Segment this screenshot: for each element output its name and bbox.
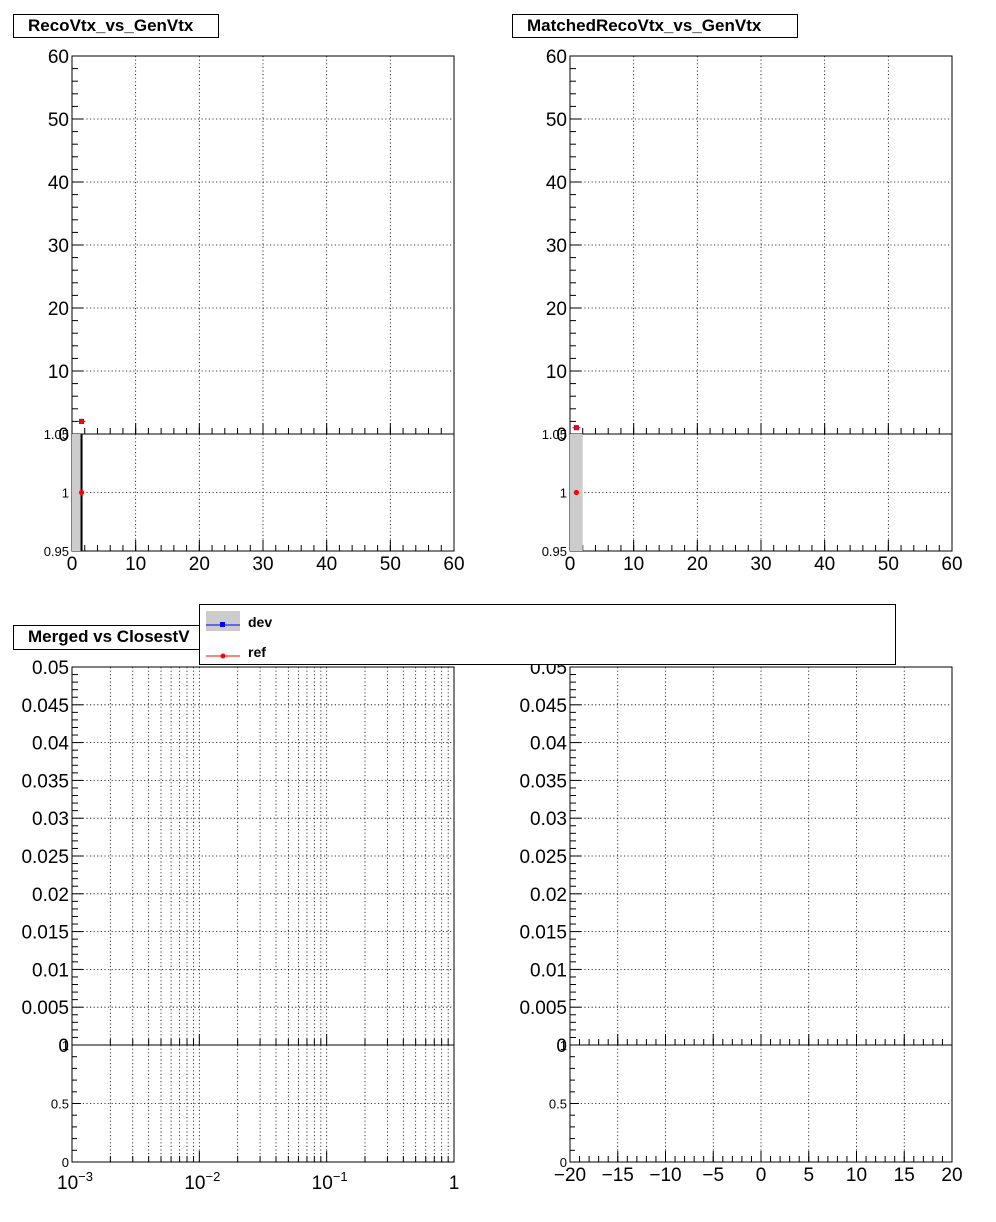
y-tick-label: 0 (556, 1036, 567, 1057)
y-tick-label: 0.02 (32, 885, 69, 906)
ratio-y-tick-label: 1 (560, 486, 567, 501)
y-tick-label: 60 (48, 47, 69, 68)
x-tick-label: 0 (756, 1165, 767, 1186)
legend: dev ref (199, 604, 896, 665)
x-tick-label: 10 (125, 554, 146, 575)
ratio-y-tick-label: 1 (62, 1038, 69, 1053)
y-tick-label: 20 (546, 299, 567, 320)
y-tick-label: 0.01 (32, 960, 69, 981)
y-tick-label: 0.05 (32, 658, 69, 679)
ratio-y-tick-label: 0 (560, 1155, 567, 1170)
y-tick-label: 0.005 (21, 998, 69, 1019)
y-tick-label: 0 (58, 425, 69, 446)
y-tick-label: 30 (546, 236, 567, 257)
x-tick-label: 40 (316, 554, 337, 575)
y-tick-label: 40 (546, 173, 567, 194)
y-tick-label: 30 (48, 236, 69, 257)
x-tick-label: −15 (602, 1165, 634, 1186)
y-tick-label: 0.045 (519, 696, 567, 717)
ratio-uncertainty-band (72, 434, 82, 551)
x-tick-label: 0 (67, 554, 78, 575)
y-tick-label: 10 (546, 362, 567, 383)
ratio-y-tick-label: 0.5 (51, 1097, 69, 1112)
plot-title-top-right: MatchedRecoVtx_vs_GenVtx (512, 14, 798, 38)
x-tick-label: 50 (878, 554, 899, 575)
y-tick-label: 0.04 (32, 734, 69, 755)
x-tick-label: 60 (443, 554, 464, 575)
plot-title-bottom-left: Merged vs ClosestV (13, 625, 213, 650)
y-tick-label: 60 (546, 47, 567, 68)
y-tick-label: 0 (58, 1036, 69, 1057)
x-tick-label: 10 (623, 554, 644, 575)
y-tick-label: 40 (48, 173, 69, 194)
y-tick-label: 50 (48, 110, 69, 131)
x-tick-label: 1 (449, 1173, 460, 1194)
x-tick-label: 40 (814, 554, 835, 575)
y-tick-label: 0.045 (21, 696, 69, 717)
x-tick-label: 60 (941, 554, 962, 575)
x-tick-label: 30 (252, 554, 273, 575)
x-tick-label: 10 (846, 1165, 867, 1186)
data-point-ref (573, 425, 579, 431)
x-tick-label: −5 (702, 1165, 724, 1186)
x-tick-label: 20 (189, 554, 210, 575)
ratio-point (78, 489, 85, 496)
x-tick-label: 10−3 (57, 1169, 93, 1194)
y-tick-label: 0.025 (519, 847, 567, 868)
x-tick-label: −20 (554, 1165, 586, 1186)
legend-label-ref: ref (248, 644, 266, 660)
x-tick-label: −10 (649, 1165, 681, 1186)
y-tick-label: 20 (48, 299, 69, 320)
legend-entry-ref: ref (200, 637, 895, 665)
plot-title-top-left: RecoVtx_vs_GenVtx (13, 14, 219, 38)
legend-label-dev: dev (248, 614, 273, 630)
y-tick-label: 0.015 (519, 923, 567, 944)
ratio-point (573, 489, 579, 496)
y-tick-label: 0.015 (21, 923, 69, 944)
y-tick-label: 0.035 (21, 771, 69, 792)
ratio-y-tick-label: 1 (62, 486, 69, 501)
y-tick-label: 0.035 (519, 771, 567, 792)
y-tick-label: 0 (556, 425, 567, 446)
x-tick-label: 20 (687, 554, 708, 575)
y-tick-label: 0.03 (530, 809, 567, 830)
y-tick-label: 0.005 (519, 998, 567, 1019)
x-tick-label: 15 (894, 1165, 915, 1186)
ratio-y-tick-label: 1.05 (542, 427, 567, 442)
y-tick-label: 0.04 (530, 734, 567, 755)
ratio-y-tick-label: 0.95 (542, 544, 567, 559)
x-tick-label: 0 (565, 554, 576, 575)
x-tick-label: 30 (750, 554, 771, 575)
y-tick-label: 0.01 (530, 960, 567, 981)
y-tick-label: 0.03 (32, 809, 69, 830)
x-tick-label: 10−1 (312, 1169, 348, 1194)
x-tick-label: 5 (803, 1165, 814, 1186)
ratio-y-tick-label: 0 (62, 1155, 69, 1170)
y-tick-label: 10 (48, 362, 69, 383)
ratio-y-tick-label: 1 (560, 1038, 567, 1053)
ratio-y-tick-label: 0.5 (549, 1097, 567, 1112)
y-tick-label: 50 (546, 110, 567, 131)
legend-entry-dev: dev (200, 607, 895, 635)
x-tick-label: 10−2 (184, 1169, 220, 1194)
ratio-y-tick-label: 1.05 (44, 427, 69, 442)
legend-symbol-dev (206, 611, 240, 631)
y-tick-label: 0.025 (21, 847, 69, 868)
x-tick-label: 50 (380, 554, 401, 575)
y-tick-label: 0.02 (530, 885, 567, 906)
ratio-y-tick-label: 0.95 (44, 544, 69, 559)
legend-symbol-ref (206, 653, 240, 659)
data-point-ref (78, 418, 85, 424)
x-tick-label: 20 (941, 1165, 962, 1186)
